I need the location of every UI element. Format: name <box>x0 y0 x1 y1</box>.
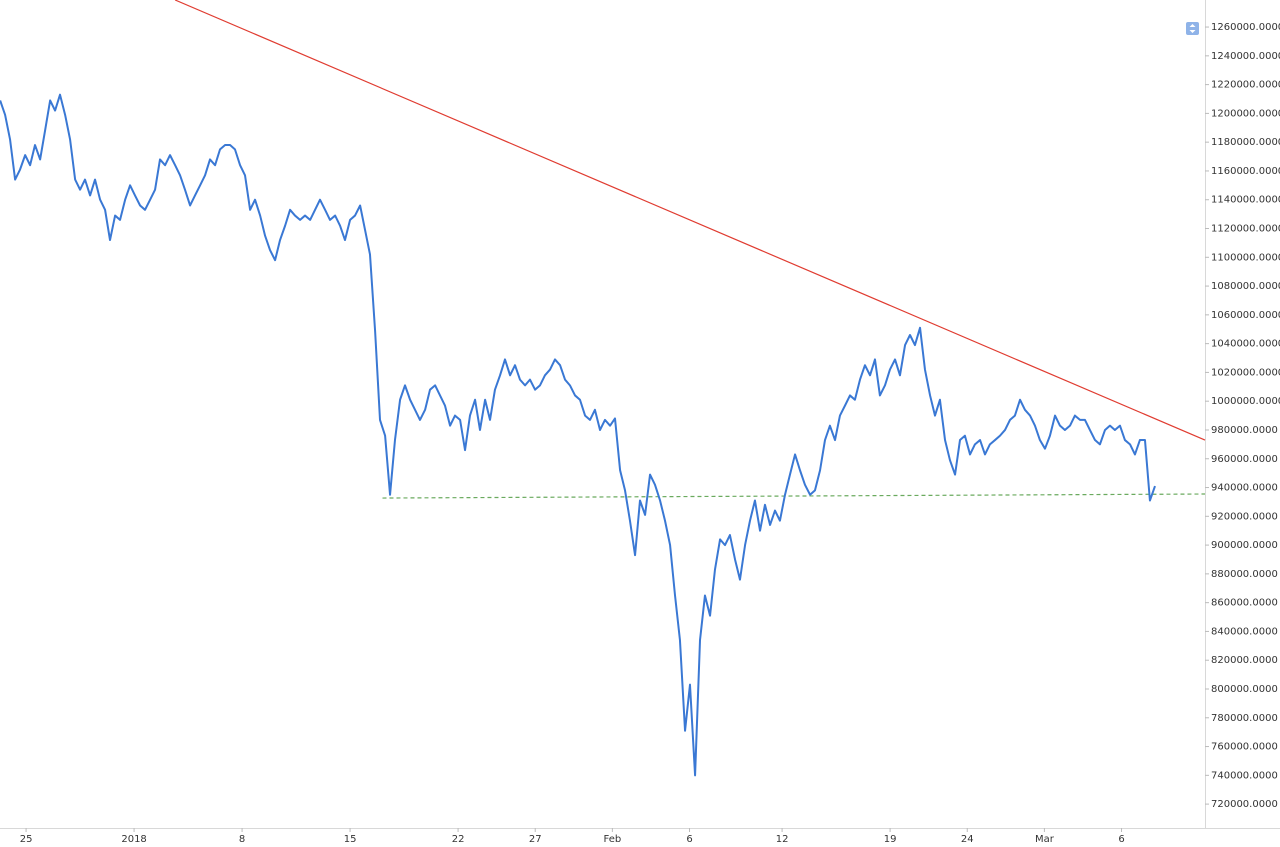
y-tick-label: 1240000.0000 <box>1211 51 1280 62</box>
y-tick-label: 1200000.0000 <box>1211 108 1280 119</box>
y-tick-label: 1060000.0000 <box>1211 310 1280 321</box>
y-tick-label: 1020000.0000 <box>1211 367 1280 378</box>
y-tick-label: 800000.0000 <box>1211 684 1278 695</box>
y-tick-label: 1080000.0000 <box>1211 281 1280 292</box>
x-tick-label: 2018 <box>121 834 146 845</box>
price-line <box>0 93 1156 777</box>
x-tick-label: 27 <box>529 834 542 845</box>
x-tick-label: 8 <box>239 834 245 845</box>
y-tick-label: 860000.0000 <box>1211 598 1278 609</box>
y-tick-label: 1140000.0000 <box>1211 195 1280 206</box>
y-tick-label: 920000.0000 <box>1211 511 1278 522</box>
y-tick-label: 1160000.0000 <box>1211 166 1280 177</box>
y-tick-label: 840000.0000 <box>1211 626 1278 637</box>
y-tick-label: 1100000.0000 <box>1211 252 1280 263</box>
x-tick-label: 12 <box>776 834 789 845</box>
x-tick-label: 22 <box>452 834 465 845</box>
y-tick-label: 980000.0000 <box>1211 425 1278 436</box>
y-tick-label: 880000.0000 <box>1211 569 1278 580</box>
y-tick-label: 1220000.0000 <box>1211 80 1280 91</box>
x-tick-label: 25 <box>20 834 33 845</box>
y-tick-label: 720000.0000 <box>1211 799 1278 810</box>
y-tick-label: 1260000.0000 <box>1211 22 1280 33</box>
x-tick-label: 15 <box>344 834 357 845</box>
x-tick-label: Mar <box>1035 834 1055 845</box>
y-tick-label: 940000.0000 <box>1211 483 1278 494</box>
x-tick-label: 24 <box>961 834 974 845</box>
scale-button[interactable] <box>1186 22 1199 35</box>
y-tick-label: 900000.0000 <box>1211 540 1278 551</box>
y-tick-label: 740000.0000 <box>1211 770 1278 781</box>
scale-button-icon <box>1189 24 1196 33</box>
y-tick-label: 820000.0000 <box>1211 655 1278 666</box>
y-tick-label: 1000000.0000 <box>1211 396 1280 407</box>
y-tick-label: 780000.0000 <box>1211 713 1278 724</box>
y-tick-label: 760000.0000 <box>1211 742 1278 753</box>
x-tick-label: 6 <box>1118 834 1124 845</box>
y-tick-label: 1180000.0000 <box>1211 137 1280 148</box>
x-tick-label: 6 <box>686 834 692 845</box>
x-tick-label: 19 <box>884 834 897 845</box>
trend-line <box>174 0 1206 441</box>
scale-button-bg[interactable] <box>1186 22 1199 35</box>
x-tick-label: Feb <box>604 834 622 845</box>
y-tick-label: 1040000.0000 <box>1211 339 1280 350</box>
y-tick-label: 960000.0000 <box>1211 454 1278 465</box>
y-tick-label: 1120000.0000 <box>1211 224 1280 235</box>
